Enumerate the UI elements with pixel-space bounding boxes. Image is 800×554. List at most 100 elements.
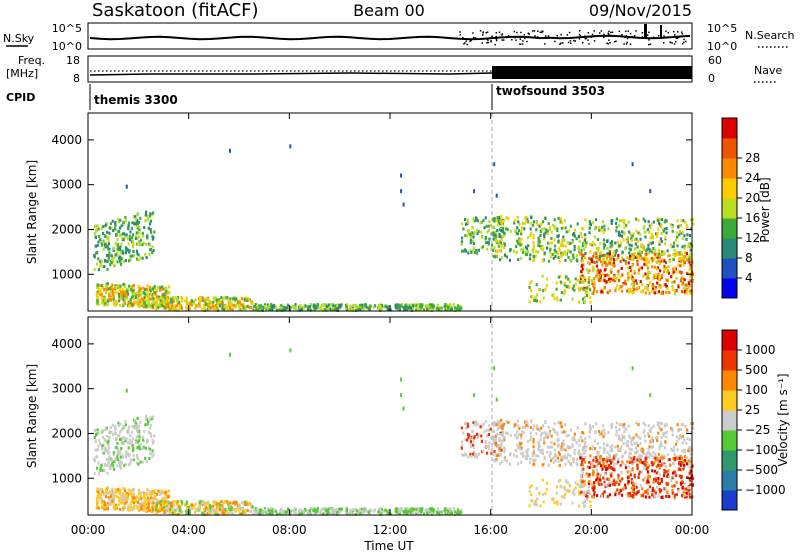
heatmap-cell	[113, 460, 116, 464]
heatmap-cell	[122, 486, 125, 490]
heatmap-cell	[676, 253, 679, 256]
heatmap-cell	[135, 221, 138, 225]
heatmap-cell	[340, 303, 343, 307]
heatmap-cell	[122, 282, 125, 286]
heatmap-cell	[261, 308, 264, 312]
heatmap-cell	[557, 420, 560, 424]
heatmap-cell	[137, 424, 140, 428]
heatmap-cell	[667, 458, 670, 462]
heatmap-cell	[205, 501, 208, 505]
nsearch-trace	[457, 24, 687, 46]
heatmap-cell	[124, 246, 127, 250]
heatmap-cell	[361, 509, 364, 513]
heatmap-cell	[681, 441, 685, 445]
heatmap-cell	[146, 417, 149, 421]
heatmap-cell	[444, 303, 447, 306]
heatmap-cell	[581, 274, 584, 278]
heatmap-cell	[226, 308, 229, 312]
heatmap-cell	[100, 259, 103, 263]
heatmap-cell	[549, 255, 553, 259]
heatmap-cell	[464, 222, 468, 226]
heatmap-cell	[138, 228, 141, 231]
heatmap-cell	[121, 495, 124, 499]
heatmap-cell	[622, 238, 625, 242]
heatmap-cell	[608, 274, 611, 278]
heatmap-cell	[647, 243, 650, 247]
nsearch-dot	[502, 39, 505, 41]
heatmap-cell	[100, 488, 103, 491]
heatmap-cell	[550, 236, 553, 240]
heatmap-cell	[655, 471, 658, 475]
heatmap-cell	[149, 423, 152, 427]
heatmap-cell	[428, 306, 431, 310]
heatmap-cell	[571, 297, 574, 301]
heatmap-cell	[648, 224, 651, 228]
heatmap-cell	[144, 292, 147, 296]
heatmap-cell	[487, 242, 490, 246]
heatmap-cell	[104, 235, 107, 239]
heatmap-cell	[466, 438, 469, 442]
heatmap-cell	[291, 304, 294, 308]
heatmap-cell	[167, 305, 170, 309]
heatmap-cell	[212, 304, 215, 308]
heatmap-cell	[244, 511, 247, 515]
heatmap-cell	[131, 437, 135, 441]
heatmap-cell	[583, 238, 586, 242]
heatmap-cell	[499, 426, 502, 430]
heatmap-cell	[539, 222, 543, 226]
heatmap-cell	[573, 248, 576, 252]
heatmap-cell	[577, 247, 580, 251]
heatmap-cell	[573, 232, 576, 235]
heatmap-cell	[617, 244, 621, 248]
heatmap-cell	[415, 512, 418, 516]
heatmap-cell	[650, 232, 653, 236]
heatmap-cell	[645, 481, 648, 485]
heatmap-cell	[110, 458, 113, 462]
heatmap-cell	[471, 435, 474, 439]
heatmap-cell	[631, 438, 634, 442]
heatmap-cell	[679, 250, 682, 254]
heatmap-cell	[103, 463, 107, 467]
heatmap-cell	[596, 462, 600, 466]
heatmap-cell	[458, 512, 461, 516]
heatmap-cell	[112, 467, 116, 471]
heatmap-cell	[608, 478, 611, 482]
heatmap-cell	[336, 305, 339, 309]
heatmap-cell	[611, 219, 614, 222]
heatmap-cell	[687, 255, 690, 259]
heatmap-cell	[271, 305, 274, 309]
heatmap-cell	[275, 305, 278, 309]
heatmap-cell	[526, 220, 529, 224]
heatmap-cell	[206, 302, 210, 306]
heatmap-cell	[592, 484, 596, 488]
heatmap-cell	[648, 428, 651, 432]
heatmap-cell	[681, 245, 684, 249]
heatmap-cell	[157, 507, 160, 511]
heatmap-cell	[150, 297, 153, 301]
heatmap-cell	[581, 439, 584, 443]
heatmap-cell	[544, 435, 547, 439]
nsearch-dot	[681, 33, 684, 35]
heatmap-cell	[646, 273, 650, 277]
heatmap-cell	[673, 241, 676, 245]
heatmap-cell	[109, 467, 112, 471]
heatmap-cell	[678, 252, 681, 256]
heatmap-cell	[472, 235, 475, 239]
nsearch-dot	[615, 40, 617, 42]
heatmap-cell	[571, 443, 574, 447]
heatmap-cell	[657, 477, 660, 480]
heatmap-cell	[520, 229, 523, 233]
heatmap-cell	[129, 458, 132, 462]
heatmap-cell	[688, 260, 691, 264]
heatmap-cell	[681, 434, 684, 438]
heatmap-cell	[281, 512, 284, 516]
heatmap-cell	[285, 510, 288, 514]
heatmap-cell	[581, 480, 584, 484]
heatmap-cell	[573, 432, 576, 436]
heatmap-cell	[596, 272, 599, 276]
heatmap-cell	[98, 492, 101, 496]
heatmap-cell	[530, 216, 533, 220]
heatmap-cell	[629, 436, 632, 440]
heatmap-cell	[651, 289, 654, 293]
nsearch-dot	[625, 34, 628, 37]
